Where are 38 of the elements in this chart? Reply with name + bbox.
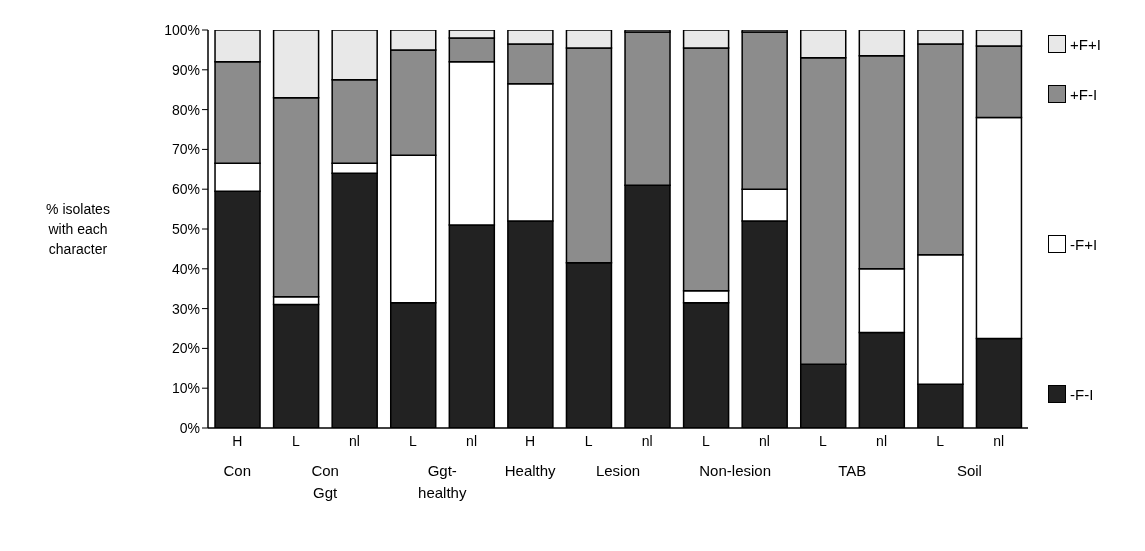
y-tick-label: 60%	[171, 181, 200, 198]
x-tick-label: nl	[466, 432, 478, 449]
x-tick-label: L	[701, 432, 710, 449]
x-tick-label: nl	[641, 432, 653, 449]
y-tick-label: 90%	[171, 61, 200, 78]
y-tick-label: 10%	[171, 380, 200, 397]
x-tick-label: L	[936, 432, 945, 449]
legend-label: -F+I	[1070, 235, 1098, 253]
y-tick-label: 20%	[171, 340, 200, 357]
text: TAB	[837, 461, 868, 481]
x-tick-label: L	[819, 432, 828, 449]
legend-label: +F+I	[1070, 35, 1101, 53]
y-tick-label: 30%	[171, 300, 200, 317]
x-tick-label: L	[409, 432, 418, 449]
text: Healthy	[503, 461, 557, 481]
x-tick-label: L	[584, 432, 593, 449]
y-tick-label: 100%	[164, 21, 200, 38]
x-tick-label: H	[232, 432, 243, 449]
y-axis-title: % isolates with each character	[45, 200, 111, 259]
y-tick-label: 50%	[171, 220, 200, 237]
x-tick-label: nl	[876, 432, 888, 449]
y-tick-label: 70%	[171, 141, 200, 158]
x-tick-label: nl	[993, 432, 1005, 449]
x-tick-label: nl	[348, 432, 360, 449]
text: Non-lesion	[698, 461, 772, 481]
text: Ggt- healthy	[417, 461, 468, 503]
legend-label: -F-I	[1070, 385, 1094, 403]
text: Con Ggt	[310, 461, 340, 503]
y-tick-label: 0%	[179, 419, 200, 436]
text: Con	[222, 461, 253, 481]
text: Lesion	[594, 461, 642, 481]
x-tick-label: H	[525, 432, 536, 449]
y-tick-label: 80%	[171, 101, 200, 118]
legend-label: +F-I	[1070, 85, 1098, 103]
text: Soil	[955, 461, 983, 481]
y-tick-label: 40%	[171, 260, 200, 277]
x-tick-label: L	[291, 432, 300, 449]
x-tick-label: nl	[758, 432, 770, 449]
